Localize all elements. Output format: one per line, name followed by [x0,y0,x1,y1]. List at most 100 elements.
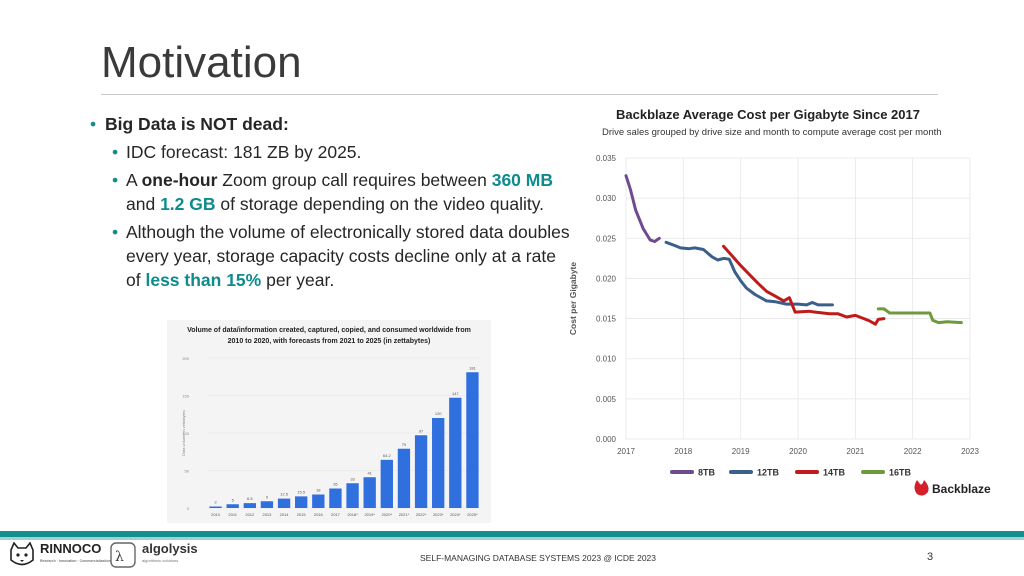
bar-y-tick-label: 150 [182,394,189,399]
bullet-main-text: Big Data is NOT dead: [105,114,289,134]
bar-x-tick-label: 2014 [280,512,290,517]
bar-2010 [209,506,222,508]
bullet-sub-1: • IDC forecast: 181 ZB by 2025. [112,140,570,164]
bar-value-label: 12.5 [280,492,289,497]
bar-value-label: 2 [214,500,217,505]
line-y-tick-label: 0.035 [596,154,617,163]
backblaze-flame-icon [914,480,929,496]
bar-x-tick-label: 2019* [364,512,375,517]
svg-text:λ: λ [115,549,124,565]
bar-2018 [346,483,359,508]
line-chart-svg: Backblaze Average Cost per Gigabyte Sinc… [568,107,991,496]
bar-2025 [466,372,479,508]
bullet-list: • Big Data is NOT dead: • IDC forecast: … [90,112,570,292]
legend-label-8TB: 8TB [698,468,716,478]
bullet-sub-2-text: A one-hour Zoom group call requires betw… [126,170,553,214]
bar-x-tick-label: 2025* [467,512,478,517]
bar-x-tick-label: 2016 [314,512,324,517]
backblaze-cost-line-chart: Backblaze Average Cost per Gigabyte Sinc… [560,100,1010,504]
line-y-axis-label: Cost per Gigabyte [568,262,578,335]
series-line-8TB [624,174,661,243]
line-x-tick-label: 2017 [617,447,635,456]
bullet-dot: • [112,142,119,162]
page-number: 3 [927,551,934,563]
bar-x-tick-label: 2022* [416,512,427,517]
bar-x-tick-label: 2015 [297,512,307,517]
bar-x-tick-label: 2011 [228,512,237,517]
footer-band-light [0,537,1024,540]
line-x-tick-label: 2018 [674,447,692,456]
bar-value-label: 9 [266,494,269,499]
bullet-sub-3-text: Although the volume of electronically st… [126,222,570,290]
bar-value-label: 5 [232,497,235,502]
algolysis-logo: λ algolysis algorithmic solutions [110,542,198,568]
bar-value-label: 15.5 [297,489,306,494]
bullet-dot: • [90,114,97,134]
bar-2021 [397,448,411,508]
bar-x-tick-label: 2010 [211,512,221,517]
series-line-14TB [722,244,886,326]
line-x-tick-label: 2021 [846,447,864,456]
bar-value-label: 97 [419,428,424,433]
rinnoco-tagline: Research · Innovation · Commercializatio… [40,559,111,563]
bar-y-tick-label: 50 [185,469,190,474]
bar-y-tick-label: 200 [182,356,189,361]
bullet-dot: • [112,170,119,190]
bar-2014 [277,498,291,508]
data-volume-bar-chart: Volume of data/information created, capt… [167,320,491,523]
rinnoco-logo: RINNOCO Research · Innovation · Commercia… [8,542,111,568]
bar-x-tick-label: 2017 [331,512,341,517]
bar-2011 [226,504,239,508]
line-y-tick-label: 0.000 [596,435,617,444]
slide-title: Motivation [101,38,302,87]
bar-value-label: 181 [469,365,476,370]
bar-2017 [329,488,342,508]
bullet-sub-3: • Although the volume of electronically … [112,220,570,292]
bar-2023 [432,418,445,508]
bar-2016 [312,494,325,508]
bar-2015 [295,496,308,508]
bar-y-axis-label: Data volume in zettabytes [181,410,186,456]
bar-2012 [243,503,256,508]
bar-x-tick-label: 2020* [382,512,393,517]
bullet-sub-1-text: IDC forecast: 181 ZB by 2025. [126,142,362,162]
line-y-tick-label: 0.020 [596,274,617,283]
line-x-tick-label: 2019 [732,447,750,456]
backblaze-brand-label: Backblaze [932,482,991,496]
line-x-tick-label: 2023 [961,447,979,456]
line-chart-title: Backblaze Average Cost per Gigabyte Sinc… [616,107,920,122]
legend-label-12TB: 12TB [757,468,780,478]
bar-x-tick-label: 2013 [262,512,272,517]
bar-value-label: 41 [367,470,372,475]
algolysis-name: algolysis [142,541,198,556]
line-x-tick-label: 2020 [789,447,807,456]
bullet-dot: • [112,222,119,242]
legend-label-16TB: 16TB [889,468,912,478]
series-line-12TB [664,240,834,307]
bar-2022 [414,435,428,508]
line-y-tick-label: 0.005 [596,395,617,404]
line-y-tick-label: 0.010 [596,355,617,364]
legend-label-14TB: 14TB [823,468,846,478]
bar-value-label: 79 [402,442,407,447]
bar-2013 [260,501,274,508]
bullet-main: • Big Data is NOT dead: [90,112,570,136]
algolysis-tagline: algorithmic solutions [142,558,179,563]
bar-x-tick-label: 2024* [450,512,461,517]
bar-x-tick-label: 2023* [433,512,444,517]
footer-band [0,531,1024,537]
bar-value-label: 26 [333,482,338,487]
bar-x-tick-label: 2021* [399,512,410,517]
bar-2020 [380,459,393,508]
line-chart-subtitle: Drive sales grouped by drive size and mo… [602,127,942,138]
line-y-tick-label: 0.030 [596,194,617,203]
bar-value-label: 18 [316,488,321,493]
bar-chart-title-line: Volume of data/information created, capt… [187,327,471,334]
algolysis-icon: λ [110,542,136,568]
cat-logo-icon [10,542,34,566]
series-line-16TB [876,307,963,325]
bar-x-tick-label: 2018* [347,512,358,517]
bar-value-label: 147 [452,391,459,396]
line-y-tick-label: 0.015 [596,315,617,324]
footer-conference: SELF-MANAGING DATABASE SYSTEMS 2023 @ IC… [420,553,656,563]
